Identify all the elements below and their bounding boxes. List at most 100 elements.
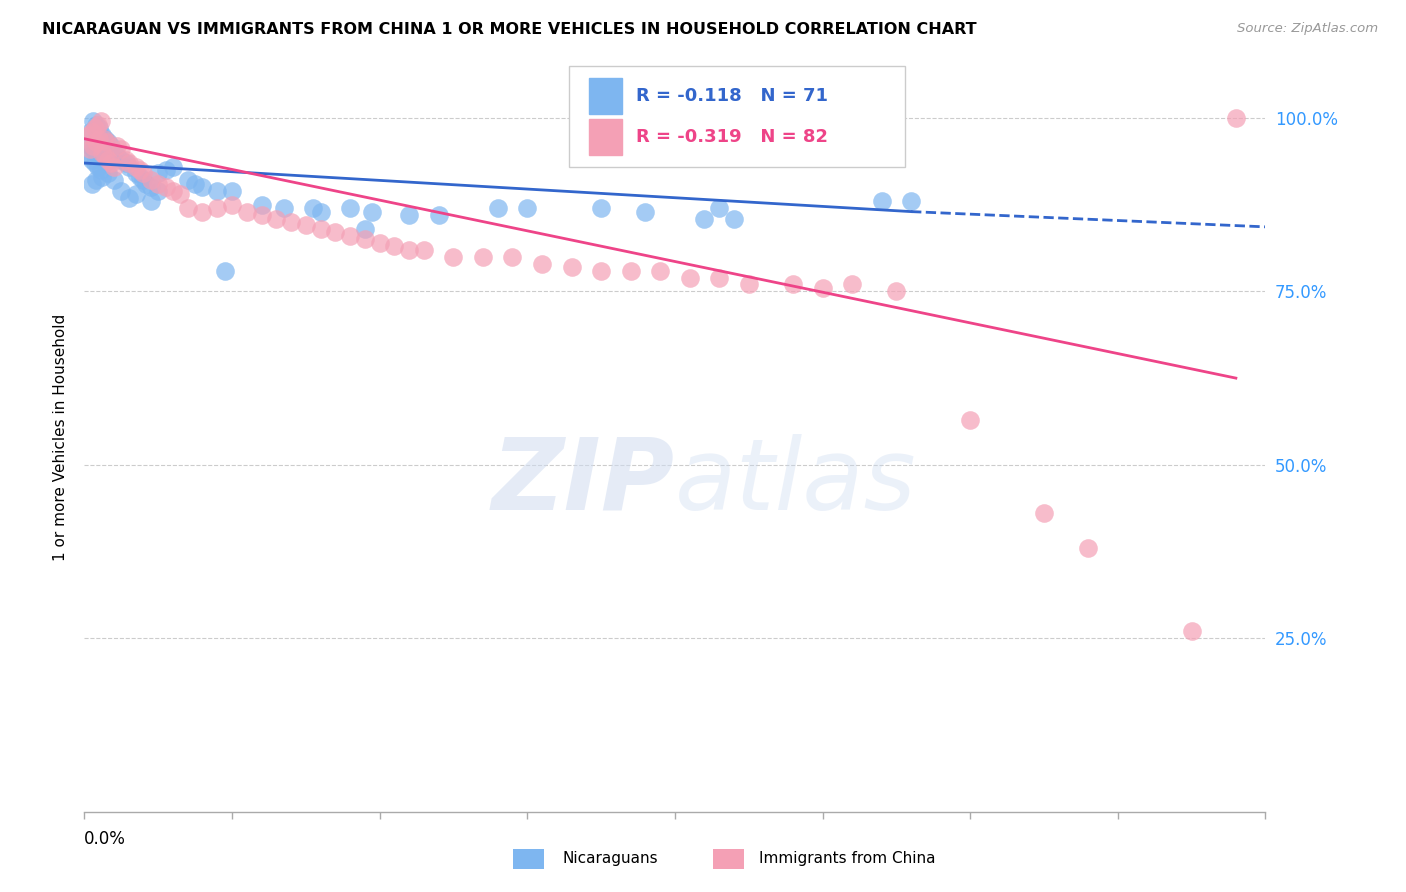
Point — [94, 132, 117, 146]
Point — [96, 135, 118, 149]
Point — [118, 160, 141, 174]
Point — [413, 243, 436, 257]
Text: atlas: atlas — [675, 434, 917, 531]
Point — [354, 232, 377, 246]
Point — [87, 149, 111, 163]
Point — [738, 277, 761, 292]
Point — [139, 173, 162, 187]
Point — [516, 201, 538, 215]
Point — [177, 173, 200, 187]
Point — [86, 118, 108, 132]
Point — [501, 250, 523, 264]
Point — [118, 191, 141, 205]
Point — [114, 153, 136, 167]
Point — [129, 163, 152, 178]
Point — [250, 197, 273, 211]
Point — [155, 163, 177, 178]
Point — [295, 219, 318, 233]
Point — [368, 235, 391, 250]
Point — [214, 263, 236, 277]
Point — [114, 156, 136, 170]
Point — [207, 184, 229, 198]
Point — [302, 201, 325, 215]
Point — [382, 239, 406, 253]
Point — [83, 121, 105, 136]
Point — [79, 138, 101, 153]
Point — [339, 201, 361, 215]
Point — [91, 169, 114, 184]
Point — [93, 132, 115, 146]
Point — [221, 184, 243, 198]
Point — [900, 194, 922, 209]
Point — [83, 156, 105, 170]
Point — [207, 201, 229, 215]
Point — [80, 153, 103, 167]
Point — [709, 201, 731, 215]
Point — [427, 208, 450, 222]
Point — [82, 142, 104, 156]
Point — [82, 138, 104, 153]
Point — [110, 142, 132, 156]
Point — [132, 173, 155, 187]
Point — [135, 177, 157, 191]
Point — [266, 211, 288, 226]
Text: ZIP: ZIP — [492, 434, 675, 531]
Point — [103, 145, 125, 160]
Point — [84, 135, 107, 149]
Point — [84, 145, 107, 160]
Point — [221, 197, 243, 211]
Bar — [589, 119, 621, 154]
Point — [591, 263, 613, 277]
Point — [82, 114, 104, 128]
Point — [125, 187, 148, 202]
Point — [90, 114, 112, 128]
Point — [105, 138, 128, 153]
Point — [709, 270, 731, 285]
Point — [782, 277, 804, 292]
Point — [236, 204, 259, 219]
Point — [191, 204, 214, 219]
Point — [191, 180, 214, 194]
Point — [84, 173, 107, 187]
Point — [118, 156, 141, 170]
Point — [148, 166, 170, 180]
Text: Immigrants from China: Immigrants from China — [759, 851, 936, 865]
Point — [97, 153, 120, 167]
Y-axis label: 1 or more Vehicles in Household: 1 or more Vehicles in Household — [52, 313, 67, 561]
Bar — [589, 78, 621, 114]
Point — [155, 180, 177, 194]
Point — [177, 201, 200, 215]
Point — [354, 222, 377, 236]
Point — [94, 149, 117, 163]
Point — [125, 166, 148, 180]
Point — [97, 166, 120, 180]
Point — [103, 160, 125, 174]
Point — [841, 277, 863, 292]
Point — [361, 204, 384, 219]
Point — [110, 184, 132, 198]
Point — [1225, 111, 1247, 125]
Point — [79, 125, 101, 139]
Point — [620, 263, 643, 277]
Text: R = -0.319   N = 82: R = -0.319 N = 82 — [636, 128, 828, 145]
Point — [148, 177, 170, 191]
Point — [148, 184, 170, 198]
Point — [94, 156, 117, 170]
Point — [1033, 507, 1056, 521]
Point — [280, 215, 302, 229]
Text: NICARAGUAN VS IMMIGRANTS FROM CHINA 1 OR MORE VEHICLES IN HOUSEHOLD CORRELATION : NICARAGUAN VS IMMIGRANTS FROM CHINA 1 OR… — [42, 22, 977, 37]
Point — [79, 142, 101, 156]
Point — [91, 128, 114, 143]
Point — [169, 187, 191, 202]
Point — [679, 270, 702, 285]
Point — [650, 263, 672, 277]
Point — [443, 250, 465, 264]
Point — [110, 153, 132, 167]
Point — [273, 201, 295, 215]
Point — [129, 169, 152, 184]
Text: 0.0%: 0.0% — [84, 830, 127, 848]
Point — [398, 243, 420, 257]
Point — [162, 184, 184, 198]
Point — [162, 160, 184, 174]
Point — [105, 149, 128, 163]
